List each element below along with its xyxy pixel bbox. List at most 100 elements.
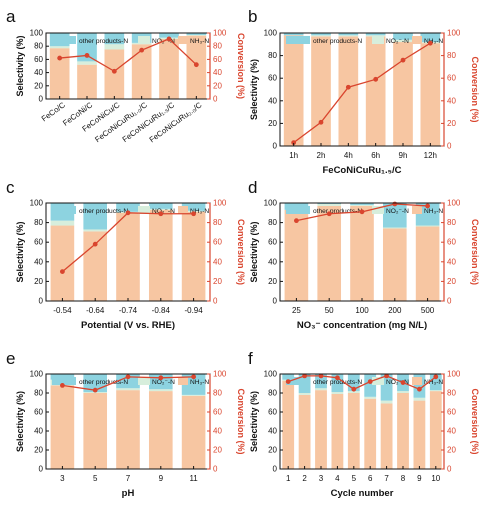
conversion-point-d-3 (359, 209, 365, 215)
bar-nh3-f-2 (298, 394, 311, 469)
ytick-label-left-c: 40 (34, 257, 43, 266)
conversion-point-f-10 (433, 374, 439, 380)
ytick-label-right-f: 60 (447, 408, 456, 417)
yaxis-label-left-f: Selectivity (%) (249, 391, 259, 452)
panel-letter-f: f (248, 349, 253, 368)
bar-other-c-5 (181, 203, 206, 211)
bar-no2-e-5 (181, 394, 206, 396)
xtick-label-f-10: 10 (431, 474, 440, 483)
bar-no2-a-6 (186, 34, 207, 36)
panel-letter-a: a (6, 7, 16, 26)
ytick-label-left-c: 80 (34, 218, 43, 227)
conversion-point-f-7 (384, 373, 389, 379)
legend-swatch-nh3 (178, 36, 188, 44)
conversion-point-b-2 (318, 119, 324, 125)
ytick-label-right-e: 60 (213, 408, 222, 417)
yaxis-label-left-d: Selectivity (%) (249, 221, 259, 282)
legend-label-nh3: NH₃-N (424, 379, 443, 386)
legend-label-nh3: NH₃-N (190, 379, 209, 386)
legend-label-nh3: NH₃-N (424, 208, 443, 215)
bar-other-d-3 (350, 203, 374, 205)
bar-no2-f-9 (413, 397, 426, 401)
bar-no2-d-5 (415, 225, 440, 227)
yaxis-label-left-b: Selectivity (%) (249, 59, 259, 120)
ytick-label-left-d: 80 (268, 218, 277, 227)
bar-nh3-c-1 (50, 225, 75, 301)
yaxis-label-right-e: Conversion (%) (236, 388, 246, 454)
bar-nh3-b-4 (365, 36, 386, 146)
xaxis-label-c: Potential (V vs. RHE) (81, 320, 175, 331)
bar-no2-b-4 (365, 35, 386, 37)
conversion-point-c-3 (125, 210, 131, 216)
conversion-point-b-1 (291, 140, 297, 146)
bar-other-f-4 (331, 374, 344, 393)
conversion-point-b-6 (427, 40, 433, 46)
legend-swatch-nh3 (412, 206, 422, 214)
yaxis-label-left-a: Selectivity (%) (15, 35, 25, 96)
xtick-label-c-3: -0.74 (119, 306, 138, 315)
ytick-label-left-e: 40 (34, 427, 43, 436)
conversion-point-e-1 (60, 383, 65, 388)
ytick-label-left-e: 80 (34, 389, 43, 398)
ytick-label-right-a: 100 (213, 29, 227, 38)
bar-no2-f-2 (298, 393, 311, 395)
xaxis-label-b: FeCoNiCuRu₁.₅/C (322, 165, 401, 176)
ytick-label-right-a: 40 (213, 68, 222, 77)
panel-letter-e: e (6, 349, 15, 368)
bar-no2-d-2 (317, 203, 342, 206)
ytick-label-right-b: 20 (447, 119, 456, 128)
ytick-label-right-c: 60 (213, 238, 222, 247)
xtick-label-f-5: 5 (352, 474, 357, 483)
bar-other-b-5 (393, 33, 413, 40)
ytick-label-left-f: 0 (273, 465, 278, 474)
xtick-label-b-6: 12h (424, 151, 437, 160)
ytick-label-right-a: 60 (213, 55, 222, 64)
conversion-point-f-1 (285, 379, 291, 384)
bar-no2-f-3 (315, 388, 327, 391)
ytick-label-left-e: 100 (30, 370, 44, 379)
bar-no2-e-4 (148, 389, 173, 392)
bar-nh3-f-8 (397, 393, 409, 469)
bar-nh3-a-6 (186, 35, 207, 99)
ytick-label-left-f: 100 (264, 370, 278, 379)
xtick-label-c-4: -0.84 (152, 306, 171, 315)
bar-nh3-b-3 (338, 36, 359, 146)
ytick-label-left-c: 60 (34, 238, 43, 247)
legend-label-other: other products-N (79, 38, 128, 45)
bar-other-b-4 (365, 33, 386, 36)
legend-swatch-other (286, 36, 310, 44)
conversion-point-a-4 (139, 47, 145, 53)
ytick-label-left-d: 0 (273, 297, 278, 306)
legend-swatch-nh3 (178, 377, 188, 385)
xtick-label-c-1: -0.54 (53, 306, 72, 315)
bar-other-b-6 (420, 33, 441, 43)
xtick-label-c-5: -0.94 (184, 306, 203, 315)
conversion-point-d-4 (392, 201, 398, 207)
bar-no2-f-8 (397, 391, 409, 393)
conversion-point-a-6 (193, 62, 199, 68)
bar-nh3-a-1 (49, 48, 70, 99)
bar-nh3-e-5 (181, 395, 206, 469)
ytick-label-right-c: 0 (213, 297, 218, 306)
xtick-label-e-4: 9 (159, 474, 164, 483)
bar-no2-c-2 (83, 229, 108, 232)
panel-e: e other products-N NO₂⁻-N NH₃-N 0 0 20 20 40 40 60… (6, 349, 246, 499)
bar-other-f-1 (282, 374, 295, 380)
yaxis-label-right-b: Conversion (%) (470, 56, 480, 122)
conversion-point-e-5 (191, 374, 197, 380)
conversion-point-b-5 (400, 57, 406, 63)
bar-nh3-b-6 (420, 43, 441, 146)
panel-b: b other products-N NO₂⁻-N NH₃-N 0 0 20 20 40 40 60… (248, 7, 480, 176)
legend-swatch-no2 (372, 36, 384, 44)
bar-other-a-3 (104, 33, 125, 45)
ytick-label-left-b: 40 (268, 96, 277, 105)
xtick-label-f-2: 2 (302, 474, 307, 483)
conversion-point-d-5 (425, 203, 430, 209)
bar-no2-c-1 (50, 220, 75, 226)
conversion-point-e-4 (158, 375, 164, 381)
panel-letter-d: d (248, 178, 257, 197)
bar-other-f-9 (413, 374, 426, 398)
ytick-label-right-a: 80 (213, 42, 222, 51)
conversion-point-f-9 (417, 386, 422, 392)
